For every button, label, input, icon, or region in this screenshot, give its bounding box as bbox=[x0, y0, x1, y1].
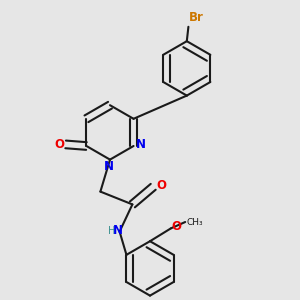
Text: O: O bbox=[55, 138, 65, 151]
Text: H: H bbox=[108, 226, 115, 236]
Text: Br: Br bbox=[189, 11, 204, 24]
Text: O: O bbox=[172, 220, 182, 233]
Text: N: N bbox=[136, 138, 146, 151]
Text: CH₃: CH₃ bbox=[187, 218, 203, 226]
Text: N: N bbox=[113, 224, 123, 237]
Text: N: N bbox=[103, 160, 113, 173]
Text: O: O bbox=[156, 179, 167, 192]
